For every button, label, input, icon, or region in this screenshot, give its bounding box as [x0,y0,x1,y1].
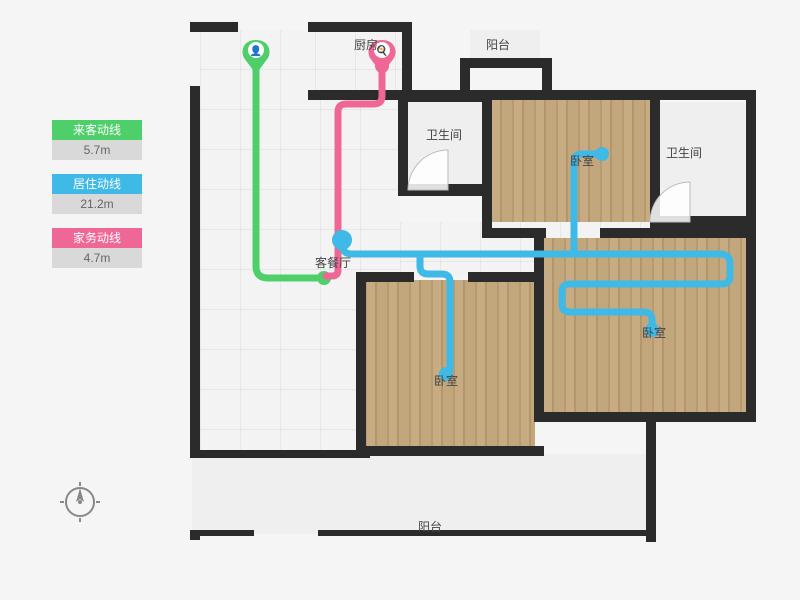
wall-20 [356,272,414,282]
room-label-bed_s: 卧室 [434,372,458,389]
room-bed_s [365,280,535,450]
floor-plan: 👤🍳 客餐厅厨房阳台卫生间卧室卫生间卧室卧室阳台 [190,22,760,582]
wall-3 [308,22,408,32]
room-label-kitchen: 厨房 [354,36,378,53]
wall-22 [534,232,544,418]
room-label-bath2: 卫生间 [666,144,702,161]
wall-8 [542,58,552,94]
room-label-living: 客餐厅 [315,254,351,271]
wall-21 [468,272,540,282]
legend-value-chore: 4.7m [52,248,142,268]
room-label-bath1: 卫生间 [426,126,462,143]
wall-15 [746,90,756,420]
wall-6 [460,58,550,68]
wall-25 [646,412,656,542]
wall-1 [190,450,370,458]
wall-0 [190,86,200,458]
room-label-bed_se: 卧室 [642,324,666,341]
wall-28 [318,530,648,536]
wall-2 [190,22,238,32]
wall-4 [402,22,412,94]
wall-23 [534,412,756,422]
room-label-balc_s: 阳台 [418,518,442,535]
wall-12 [482,90,492,236]
legend-label-guest: 来客动线 [52,120,142,140]
legend-row-living: 居住动线21.2m [52,174,142,214]
wall-17 [600,228,756,238]
room-bath2 [655,102,745,222]
wall-10 [398,90,408,192]
legend: 来客动线5.7m 居住动线21.2m 家务动线4.7m [52,120,142,282]
compass [60,482,100,527]
wall-11 [398,184,490,196]
wall-14 [650,90,660,234]
room-label-bed_ne: 卧室 [570,152,594,169]
legend-row-guest: 来客动线5.7m [52,120,142,160]
wall-9 [398,90,490,102]
room-bath1 [405,100,485,192]
wall-19 [356,272,366,454]
legend-label-living: 居住动线 [52,174,142,194]
legend-value-guest: 5.7m [52,140,142,160]
legend-label-chore: 家务动线 [52,228,142,248]
wall-13 [482,90,754,100]
room-label-balc_n: 阳台 [486,36,510,53]
legend-value-living: 21.2m [52,194,142,214]
legend-row-chore: 家务动线4.7m [52,228,142,268]
wall-7 [460,58,470,94]
wall-5 [308,90,412,100]
wall-27 [190,530,254,536]
wall-18 [650,216,756,228]
wall-24 [356,446,544,456]
